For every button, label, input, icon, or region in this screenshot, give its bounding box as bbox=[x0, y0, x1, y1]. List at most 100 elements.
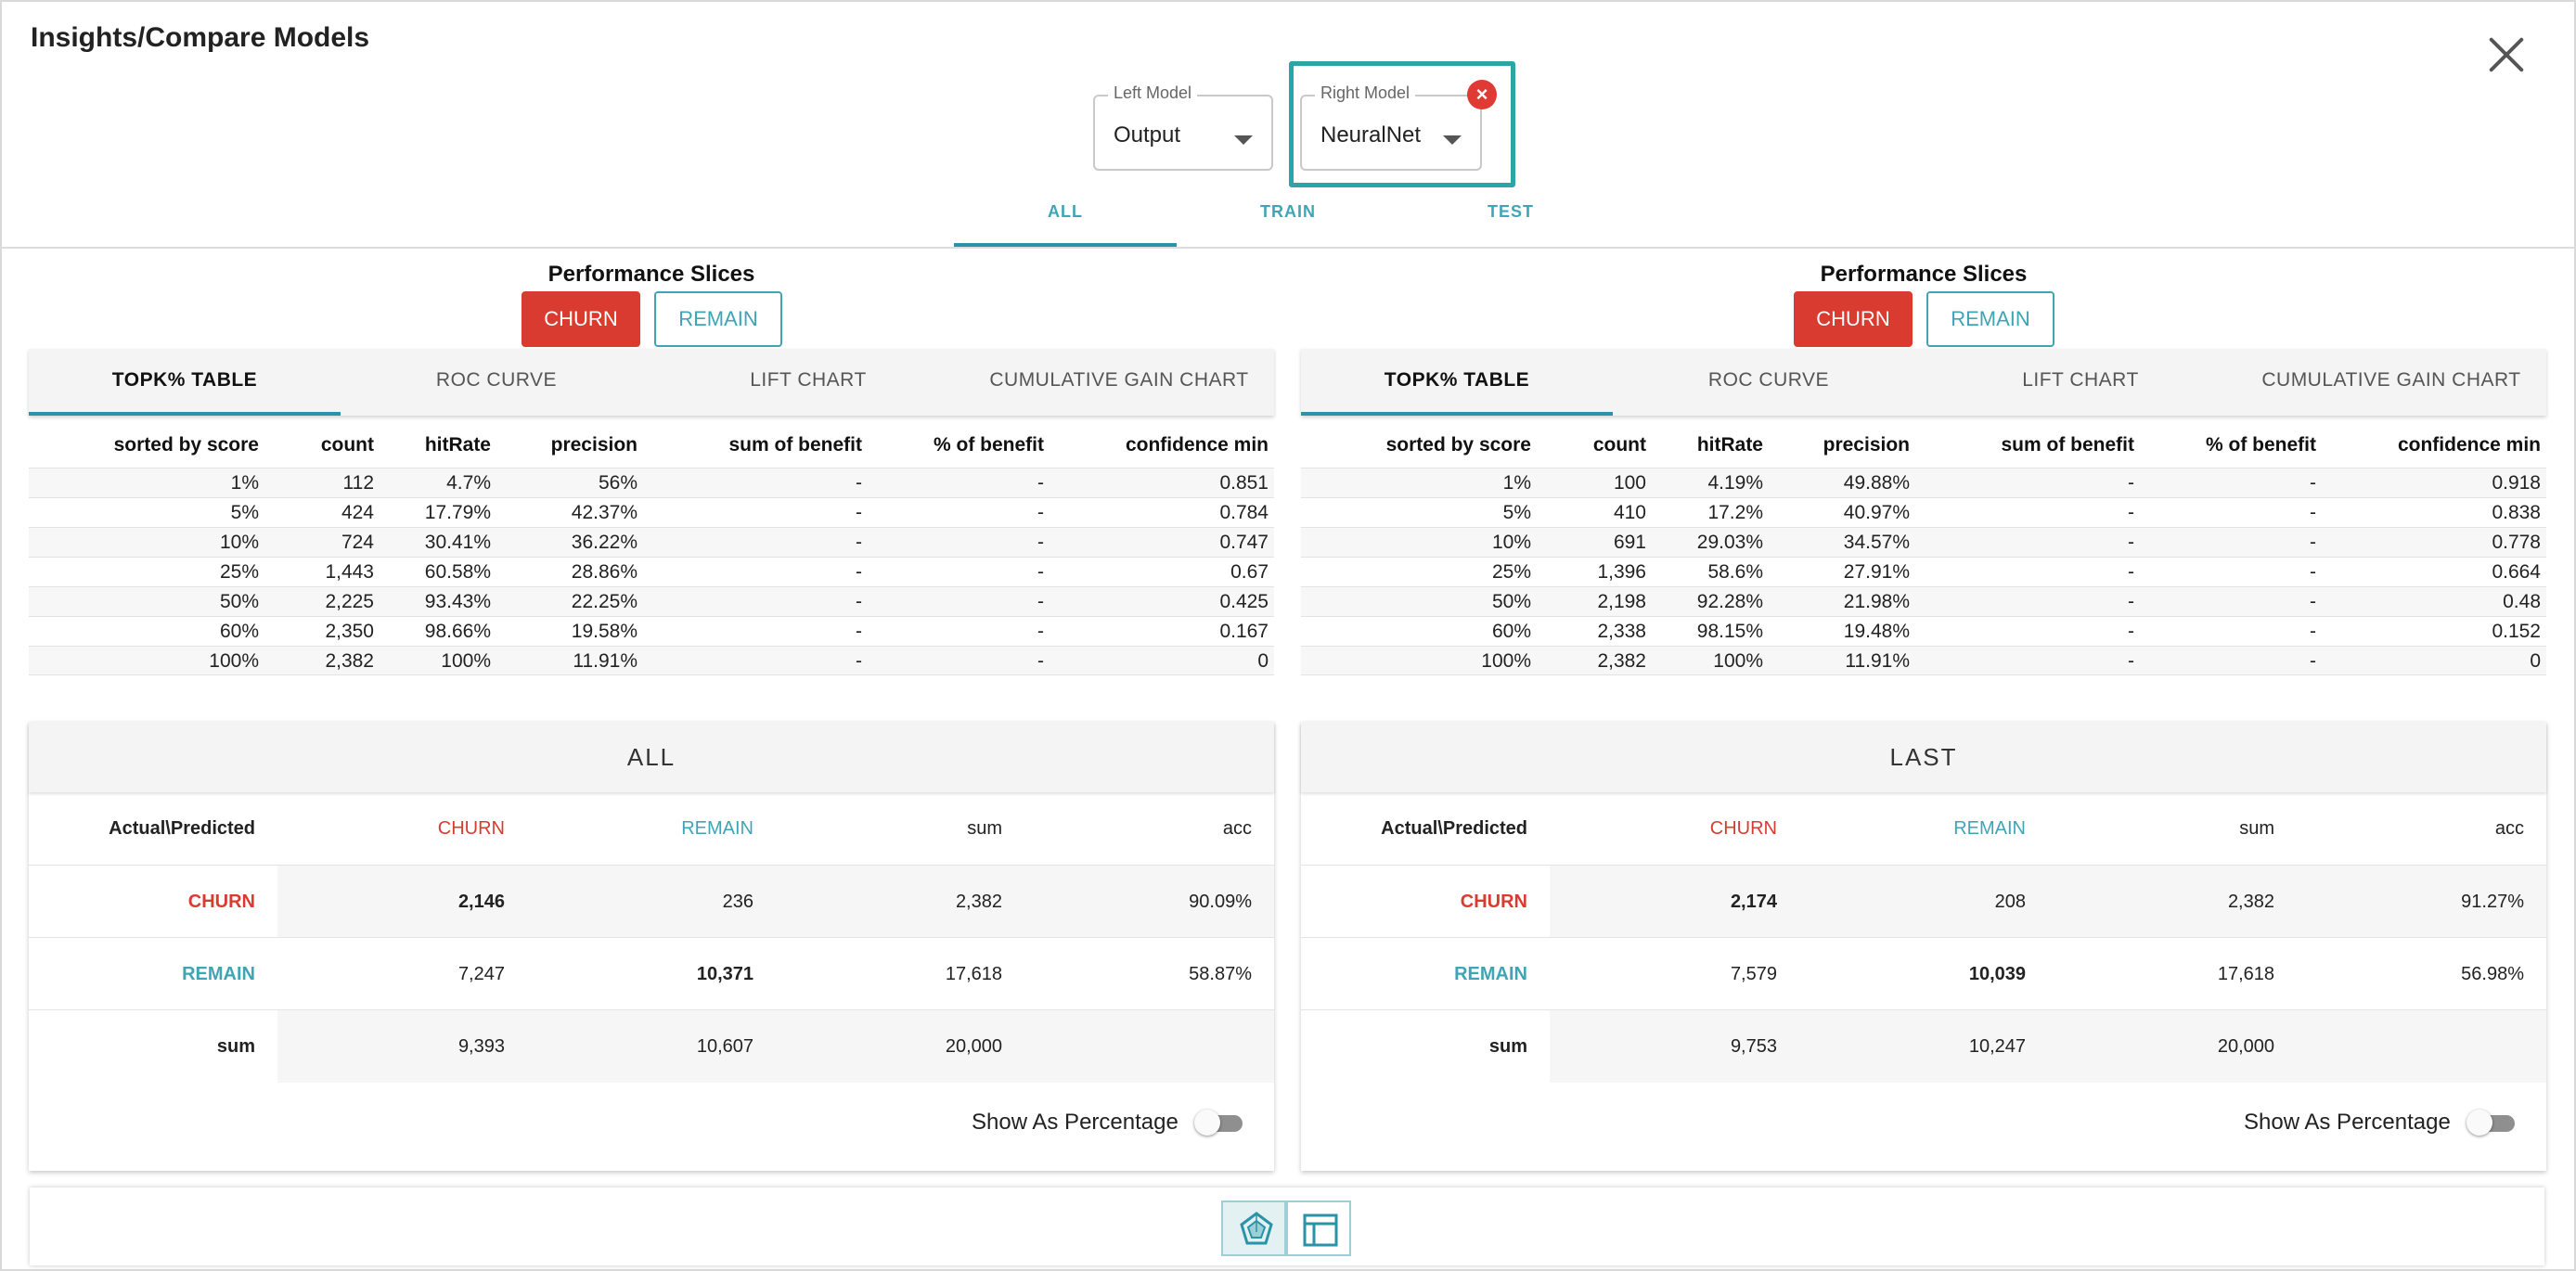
topk-cell: 0 bbox=[2530, 650, 2541, 672]
topk-cell: 0.918 bbox=[2492, 472, 2541, 494]
table-view-button[interactable] bbox=[1284, 1200, 1351, 1256]
slice-churn-button[interactable]: CHURN bbox=[522, 291, 640, 347]
topk-cell: 4.19% bbox=[1707, 472, 1763, 494]
slice-remain-button[interactable]: REMAIN bbox=[1926, 291, 2054, 347]
topk-cell: 58.6% bbox=[1707, 561, 1763, 583]
table-row: REMAIN 7,579 10,039 17,618 56.98% bbox=[1301, 937, 2546, 1009]
topk-cell: - bbox=[2310, 532, 2316, 553]
topk-cell: - bbox=[1037, 561, 1044, 583]
topk-cell: 17.2% bbox=[1707, 502, 1763, 523]
row-shade bbox=[1550, 866, 2546, 938]
topk-cell: 5% bbox=[230, 502, 259, 523]
topk-cell: 0.425 bbox=[1219, 591, 1269, 612]
topk-cell: 2,338 bbox=[1597, 621, 1646, 642]
topk-cell: 60% bbox=[1491, 621, 1531, 642]
topk-cell: - bbox=[2310, 591, 2316, 612]
tab-topk-table[interactable]: TOPK% TABLE bbox=[111, 369, 258, 391]
confusion-cell: 91.27% bbox=[2461, 892, 2524, 912]
show-as-percentage-label: Show As Percentage bbox=[972, 1110, 1179, 1135]
chart-type-tabs: TOPK% TABLE ROC CURVE LIFT CHART CUMULATIVE… bbox=[1301, 349, 2546, 416]
show-as-percentage-label: Show As Percentage bbox=[2244, 1110, 2451, 1135]
topk-cell: 100 bbox=[1613, 472, 1646, 494]
slice-remain-button[interactable]: REMAIN bbox=[654, 291, 782, 347]
right-model-select[interactable]: Right Model NeuralNet bbox=[1300, 83, 1482, 171]
tab-test[interactable]: TEST bbox=[1487, 202, 1534, 221]
topk-cell: 60% bbox=[219, 621, 259, 642]
confusion-cell: 20,000 bbox=[945, 1036, 1002, 1057]
confusion-cell: 56.98% bbox=[2461, 964, 2524, 984]
table-row: 25% 1,443 60.58% 28.86% - - 0.67 bbox=[29, 557, 1274, 586]
confusion-cell: CHURN bbox=[437, 818, 505, 839]
confusion-cell: 2,174 bbox=[1730, 892, 1777, 912]
table-row: 10% 724 30.41% 36.22% - - 0.747 bbox=[29, 527, 1274, 557]
show-as-percentage-toggle[interactable] bbox=[2467, 1110, 2515, 1136]
topk-cell: 25% bbox=[219, 561, 259, 583]
active-tab-indicator bbox=[954, 243, 1177, 247]
confusion-cell: CHURN bbox=[1709, 818, 1777, 839]
topk-header-cell: hitRate bbox=[424, 434, 491, 456]
tab-lift-chart[interactable]: LIFT CHART bbox=[750, 369, 867, 391]
tab-train[interactable]: TRAIN bbox=[1260, 202, 1316, 221]
toggle-knob bbox=[1194, 1110, 1220, 1136]
topk-header-row: sorted by score count hitRate precision sum … bbox=[29, 423, 1274, 464]
topk-cell: 100% bbox=[209, 650, 259, 672]
topk-cell: - bbox=[2128, 650, 2134, 672]
confusion-cell: 10,247 bbox=[1968, 1036, 2026, 1057]
confusion-cell: sum bbox=[216, 1036, 255, 1057]
confusion-cell: acc bbox=[2494, 818, 2524, 839]
confusion-header-row: Actual\Predicted CHURN REMAIN sum acc bbox=[1301, 792, 2546, 865]
confusion-cell: 90.09% bbox=[1189, 892, 1252, 912]
table-row: 1% 112 4.7% 56% - - 0.851 bbox=[29, 468, 1274, 497]
topk-cell: 98.66% bbox=[424, 621, 491, 642]
topk-header-cell: sorted by score bbox=[113, 434, 259, 456]
radar-view-button[interactable] bbox=[1221, 1200, 1288, 1256]
topk-cell: 27.91% bbox=[1843, 561, 1910, 583]
table-row: 50% 2,198 92.28% 21.98% - - 0.48 bbox=[1301, 586, 2546, 616]
left-model-select[interactable]: Left Model Output bbox=[1093, 83, 1273, 171]
topk-cell: 0.48 bbox=[2503, 591, 2541, 612]
topk-cell: 60.58% bbox=[424, 561, 491, 583]
confusion-cell: 208 bbox=[1994, 892, 2026, 912]
table-row: REMAIN 7,247 10,371 17,618 58.87% bbox=[29, 937, 1274, 1009]
close-icon[interactable] bbox=[2487, 35, 2526, 74]
topk-header-row: sorted by score count hitRate precision sum … bbox=[1301, 423, 2546, 464]
table-row: 25% 1,396 58.6% 27.91% - - 0.664 bbox=[1301, 557, 2546, 586]
topk-cell: 0.167 bbox=[1219, 621, 1269, 642]
topk-cell: 112 bbox=[342, 472, 374, 494]
tab-cumulative-gain-chart[interactable]: CUMULATIVE GAIN CHART bbox=[2261, 369, 2521, 391]
clear-right-model-icon[interactable]: × bbox=[1467, 80, 1497, 109]
topk-cell: 1% bbox=[230, 472, 259, 494]
topk-cell: - bbox=[2128, 621, 2134, 642]
right-model-legend: Right Model bbox=[1315, 83, 1416, 103]
topk-cell: - bbox=[1037, 532, 1044, 553]
tab-lift-chart[interactable]: LIFT CHART bbox=[2022, 369, 2139, 391]
table-row: CHURN 2,146 236 2,382 90.09% bbox=[29, 865, 1274, 938]
topk-cell: - bbox=[2310, 502, 2316, 523]
confusion-cell: 10,607 bbox=[696, 1036, 753, 1057]
left-model-value: Output bbox=[1114, 122, 1181, 148]
confusion-matrix-title: LAST bbox=[1301, 722, 2546, 792]
table-row: 100% 2,382 100% 11.91% - - 0 bbox=[1301, 646, 2546, 675]
row-shade bbox=[277, 1010, 1274, 1083]
topk-header-cell: count bbox=[1592, 434, 1646, 456]
topk-cell: - bbox=[2128, 591, 2134, 612]
slice-churn-button[interactable]: CHURN bbox=[1794, 291, 1913, 347]
tab-cumulative-gain-chart[interactable]: CUMULATIVE GAIN CHART bbox=[989, 369, 1249, 391]
topk-cell: - bbox=[2128, 502, 2134, 523]
confusion-cell: 17,618 bbox=[945, 964, 1002, 984]
show-as-percentage-toggle[interactable] bbox=[1194, 1110, 1243, 1136]
topk-cell: 19.58% bbox=[571, 621, 638, 642]
confusion-cell: 9,393 bbox=[457, 1036, 505, 1057]
topk-cell: 410 bbox=[1613, 502, 1646, 523]
topk-cell: - bbox=[856, 621, 862, 642]
tab-all[interactable]: ALL bbox=[1048, 202, 1083, 221]
topk-cell: 0.152 bbox=[2492, 621, 2541, 642]
tab-topk-table[interactable]: TOPK% TABLE bbox=[1384, 369, 1530, 391]
topk-cell: 0.778 bbox=[2492, 532, 2541, 553]
tab-roc-curve[interactable]: ROC CURVE bbox=[1707, 369, 1830, 391]
confusion-cell: 58.87% bbox=[1189, 964, 1252, 984]
topk-cell: 0.747 bbox=[1219, 532, 1269, 553]
table-row: 100% 2,382 100% 11.91% - - 0 bbox=[29, 646, 1274, 675]
tab-roc-curve[interactable]: ROC CURVE bbox=[435, 369, 558, 391]
